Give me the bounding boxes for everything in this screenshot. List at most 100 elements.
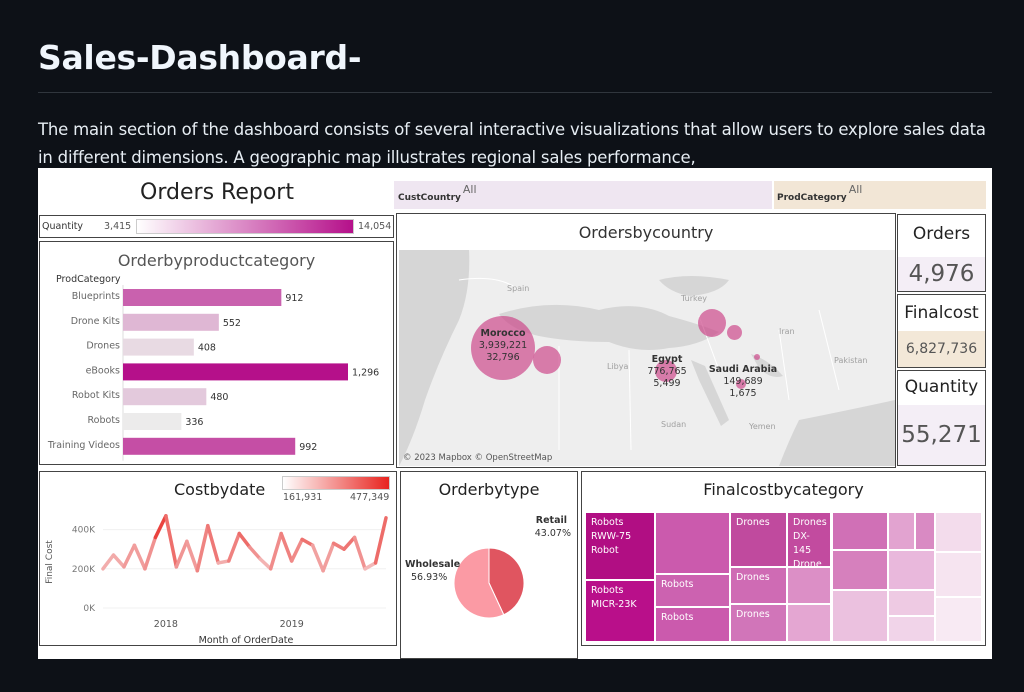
- pie-slice[interactable]: [453, 547, 505, 619]
- cost-line-segment[interactable]: [268, 531, 283, 571]
- pie-label: Wholesale: [405, 559, 460, 570]
- cost-line-segment[interactable]: [310, 543, 325, 573]
- cost-line-segment[interactable]: [101, 553, 116, 571]
- bubble-saudi[interactable]: [736, 379, 746, 389]
- category-bar[interactable]: [123, 289, 282, 306]
- category-bar[interactable]: [123, 437, 296, 455]
- category-bar[interactable]: [123, 413, 182, 430]
- bar-value-label: 480: [210, 392, 228, 403]
- orderbytype-pie-chart[interactable]: Retail 43.07% Wholesale 56.93%: [401, 508, 577, 658]
- map-label-pakistan: Pakistan: [834, 356, 868, 365]
- bubble-algeria[interactable]: [533, 346, 561, 374]
- treemap-cell-misc-2[interactable]: [832, 550, 888, 590]
- cost-line-segment[interactable]: [111, 553, 126, 569]
- treemap-cell-misc-3[interactable]: [888, 512, 915, 550]
- treemap-cell-drones-a[interactable]: Drones: [730, 512, 787, 567]
- treemap-cell-misc-5[interactable]: [888, 550, 935, 590]
- bar-category-label: Drone Kits: [71, 316, 120, 327]
- cost-line-segment[interactable]: [331, 541, 346, 551]
- cost-line-segment[interactable]: [289, 537, 304, 563]
- cost-line-segment[interactable]: [352, 535, 367, 571]
- treemap-cell-drones-b[interactable]: Drones: [730, 567, 787, 604]
- category-bar-chart[interactable]: ProdCategory Blueprints 912 Drone Kits 552 Dr…: [40, 274, 393, 464]
- cost-line-segment[interactable]: [373, 516, 388, 565]
- cost-line-segment[interactable]: [237, 531, 252, 549]
- category-bar[interactable]: [123, 388, 207, 406]
- cost-line-segment[interactable]: [195, 523, 210, 573]
- pie-slice[interactable]: [488, 547, 525, 616]
- treemap-cell-drones-c[interactable]: Drones: [730, 604, 787, 642]
- cost-line-segment[interactable]: [258, 557, 273, 571]
- y-tick-label: 200K: [72, 565, 96, 575]
- treemap-cell-drones-c2[interactable]: [787, 604, 831, 642]
- country-map-panel[interactable]: Ordersbycountry Spain Turkey Iran Libya …: [396, 213, 896, 468]
- treemap-cell-robots-micr[interactable]: Robots MICR-23K: [585, 580, 655, 642]
- x-tick-label: 2018: [154, 619, 178, 630]
- cost-line-segment[interactable]: [143, 535, 158, 571]
- costbydate-title: Costbydate: [174, 480, 266, 499]
- category-chart-title: Orderbyproductcategory: [117, 251, 316, 270]
- cost-line-segment[interactable]: [174, 539, 189, 569]
- cost-line-segment[interactable]: [216, 559, 231, 565]
- bar-value-label: 336: [185, 417, 203, 428]
- treemap-cell-misc-7[interactable]: [888, 590, 935, 616]
- cost-line-segment[interactable]: [153, 514, 168, 540]
- orderbytype-panel[interactable]: Orderbytype Retail 43.07% Wholesale 56.93%: [400, 471, 578, 659]
- treemap-cell-robots-rww[interactable]: Robots RWW-75 Robot: [585, 512, 655, 580]
- treemap-cell-drones-dx[interactable]: Drones DX-145 Drone: [787, 512, 831, 567]
- treemap-cell-misc-9[interactable]: [935, 512, 982, 552]
- treemap-cell-robots-a[interactable]: [655, 512, 730, 574]
- cost-line-segment[interactable]: [342, 535, 357, 551]
- treemap-cell-misc-1[interactable]: [832, 512, 888, 550]
- cost-line-segment[interactable]: [227, 531, 242, 563]
- treemap-area[interactable]: Robots RWW-75 Robot Robots MICR-23K Robo…: [585, 512, 985, 644]
- cost-line-segment[interactable]: [279, 531, 294, 563]
- cost-line-segment[interactable]: [300, 537, 315, 548]
- finalcost-kpi-label: Finalcost: [904, 303, 979, 323]
- cost-line-segment[interactable]: [164, 514, 179, 569]
- costbydate-panel[interactable]: Costbydate 161,931 477,349 Final Cost 0K 2…: [39, 471, 397, 646]
- map-point-saudi-qty: 1,675: [729, 388, 757, 399]
- bubble-iraq[interactable]: [698, 309, 726, 337]
- map-point-morocco-name: Morocco: [480, 328, 526, 339]
- treemap-cell-misc-11[interactable]: [935, 597, 982, 642]
- treemap-cell-robots-c[interactable]: Robots: [655, 607, 730, 642]
- cost-line-segment[interactable]: [132, 543, 147, 571]
- category-bar[interactable]: [123, 313, 219, 331]
- bubble-kuwait[interactable]: [754, 354, 760, 360]
- quantity-kpi-value: 55,271: [898, 405, 985, 465]
- page-title: Sales-Dashboard-: [38, 38, 362, 77]
- map-point-egypt-qty: 5,499: [653, 378, 681, 389]
- map-canvas[interactable]: Spain Turkey Iran Libya Pakistan Sudan Y…: [399, 250, 895, 466]
- treemap-cell-drones-b2[interactable]: [787, 567, 831, 604]
- country-filter[interactable]: CustCountryAll: [394, 181, 772, 209]
- cost-line-segment[interactable]: [363, 561, 378, 571]
- cost-line-segment[interactable]: [122, 543, 137, 569]
- bubble-iran[interactable]: [727, 325, 742, 340]
- map-point-morocco-cost: 3,939,221: [478, 340, 528, 351]
- map-point-saudi: Saudi Arabia 149,689 1,675: [705, 364, 781, 400]
- bubble-egypt[interactable]: [655, 360, 677, 382]
- category-bar[interactable]: [123, 363, 348, 381]
- treemap-cell-misc-8[interactable]: [888, 616, 935, 642]
- cost-line-segment[interactable]: [321, 541, 336, 573]
- finalcost-treemap-panel[interactable]: Finalcostbycategory Robots RWW-75 Robot …: [581, 471, 986, 646]
- dashboard-embed[interactable]: Orders Report CustCountryAll ProdCategor…: [38, 168, 992, 659]
- treemap-cell-misc-4[interactable]: [915, 512, 935, 550]
- category-bar[interactable]: [123, 338, 194, 356]
- map-attribution[interactable]: © 2023 Mapbox © OpenStreetMap: [403, 453, 553, 463]
- cost-line-segment[interactable]: [247, 545, 262, 561]
- cost-line-segment[interactable]: [206, 523, 221, 565]
- category-filter-value: All: [848, 183, 863, 196]
- treemap-cell-misc-10[interactable]: [935, 552, 982, 597]
- map-label-spain: Spain: [507, 284, 530, 293]
- cost-line-segment[interactable]: [185, 539, 200, 573]
- costbydate-line-chart[interactable]: Final Cost 0K 200K 400K 2018 2019 Month of Ord…: [40, 496, 396, 646]
- category-bar-panel[interactable]: Orderbyproductcategory ProdCategory Bluep…: [39, 241, 394, 465]
- category-filter[interactable]: ProdCategoryAll: [774, 181, 986, 209]
- pie-value-label: 43.07%: [535, 528, 571, 539]
- bubble-morocco[interactable]: [471, 316, 535, 380]
- treemap-cell-misc-6[interactable]: [832, 590, 888, 642]
- cost-legend-max: 477,349: [350, 492, 390, 503]
- treemap-cell-robots-b[interactable]: Robots: [655, 574, 730, 607]
